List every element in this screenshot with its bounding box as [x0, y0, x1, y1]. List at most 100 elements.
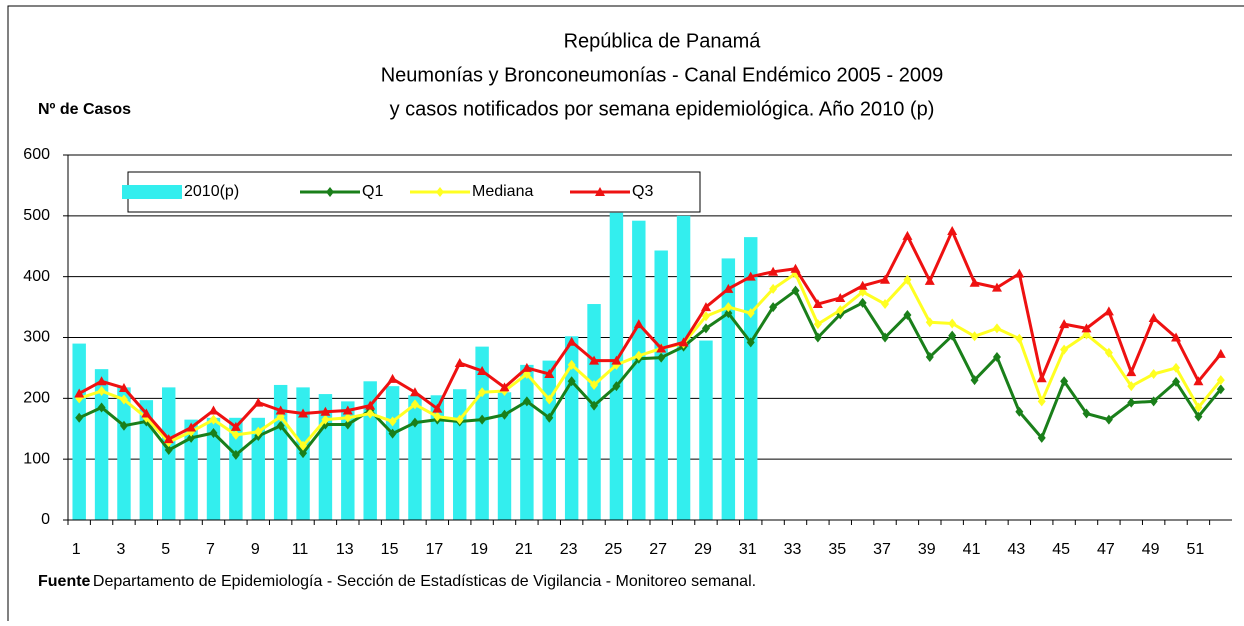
point [1171, 332, 1182, 342]
point [522, 396, 531, 407]
point [97, 386, 106, 397]
x-tick-label: 37 [873, 541, 891, 558]
point [970, 375, 979, 386]
point [1060, 376, 1069, 387]
point [299, 448, 308, 459]
x-tick-label: 5 [161, 541, 170, 558]
point [769, 302, 778, 313]
y-tick-label: 100 [23, 450, 50, 467]
x-tick-label: 11 [292, 541, 309, 558]
point [656, 343, 667, 353]
x-tick-label: 31 [739, 541, 757, 558]
point [1015, 406, 1024, 417]
bar [251, 417, 265, 520]
point [1194, 402, 1203, 413]
point [881, 299, 890, 310]
y-tick-label: 500 [23, 207, 50, 224]
bar [408, 395, 422, 520]
point [186, 422, 197, 432]
point [745, 271, 756, 281]
point [1015, 333, 1024, 344]
point [298, 408, 309, 418]
y-tick-label: 200 [23, 390, 50, 407]
bar [520, 364, 534, 520]
point [903, 309, 912, 320]
point [1215, 348, 1226, 358]
legend-label: Q1 [362, 183, 383, 200]
line [78, 272, 1222, 448]
point [700, 302, 711, 312]
bar [184, 419, 198, 520]
point [925, 351, 934, 362]
y-axis-label: Nº de Casos [38, 101, 131, 118]
bar [654, 250, 668, 520]
point [230, 421, 241, 431]
point [209, 414, 218, 425]
point [991, 282, 1002, 292]
x-tick-label: 27 [649, 541, 667, 558]
x-tick-label: 41 [963, 541, 981, 558]
x-tick-label: 7 [206, 541, 215, 558]
point [812, 299, 823, 309]
legend-marker [436, 187, 444, 197]
y-tick-label: 400 [23, 268, 50, 285]
x-tick-label: 21 [515, 541, 533, 558]
point [813, 319, 822, 330]
point [858, 297, 867, 308]
point [925, 317, 934, 328]
point [1172, 376, 1181, 387]
point [902, 230, 913, 240]
bar [341, 401, 355, 520]
point [1037, 432, 1046, 443]
point [590, 379, 599, 390]
point [813, 332, 822, 343]
bar [475, 346, 489, 520]
point [1193, 376, 1204, 386]
point [97, 402, 106, 413]
point [455, 414, 464, 425]
point [96, 376, 107, 386]
point [566, 336, 577, 346]
point [948, 330, 957, 341]
bar [542, 360, 556, 520]
bar [453, 389, 467, 520]
point [74, 388, 85, 398]
point [343, 412, 352, 423]
point [924, 275, 935, 285]
y-tick-label: 600 [23, 146, 50, 163]
point [545, 412, 554, 423]
legend-marker [595, 187, 605, 196]
x-tick-label: 9 [251, 541, 260, 558]
point [1149, 369, 1158, 379]
point [343, 419, 352, 430]
chart-title: República de Panamá [564, 30, 762, 52]
bar [497, 392, 512, 520]
point [478, 387, 487, 398]
point [432, 403, 443, 413]
point [342, 405, 353, 415]
bar [721, 258, 736, 520]
x-tick-label: 19 [470, 541, 488, 558]
point [1014, 268, 1025, 278]
point [387, 373, 398, 383]
frame [7, 5, 1244, 626]
point [478, 414, 487, 425]
x-tick-label: 47 [1097, 541, 1115, 558]
point [1060, 344, 1069, 355]
point [254, 426, 263, 437]
point [746, 337, 755, 348]
x-tick-label: 13 [336, 541, 354, 558]
point [1194, 411, 1203, 422]
legend-label: 2010(p) [184, 183, 239, 200]
point [723, 283, 734, 293]
x-tick-label: 15 [381, 541, 399, 558]
point [499, 382, 510, 392]
point [769, 283, 778, 294]
bar [699, 340, 713, 520]
point [567, 376, 576, 387]
point [1149, 396, 1158, 407]
point [231, 429, 240, 440]
point [433, 411, 442, 422]
point [1037, 396, 1046, 407]
point [634, 350, 643, 361]
